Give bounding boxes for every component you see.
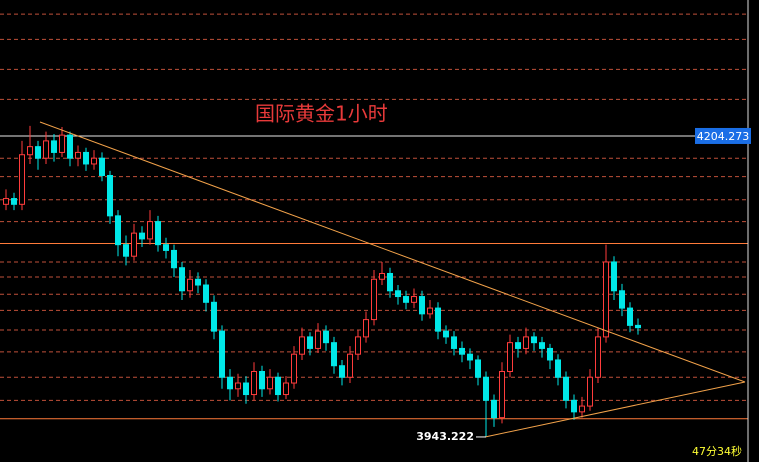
candle-body — [459, 347, 465, 355]
candle-body — [411, 296, 417, 303]
candle-body — [11, 198, 17, 205]
candle-body — [123, 244, 129, 257]
candle-body — [115, 215, 121, 246]
current-price-label: 4204.273 — [697, 130, 750, 143]
candle-body — [75, 151, 81, 159]
candle-body — [59, 134, 65, 153]
candle-body — [363, 319, 369, 338]
candle-body — [107, 174, 113, 217]
labels: 4204.273 3943.222 — [416, 127, 751, 443]
candle-body — [171, 249, 177, 269]
candle-body — [267, 376, 273, 390]
candle-body — [451, 336, 457, 349]
candle-body — [163, 244, 169, 251]
candle-body — [483, 376, 489, 401]
candle-body — [259, 370, 265, 390]
candle-body — [515, 342, 521, 349]
candle-body — [315, 330, 321, 349]
candle-body — [563, 376, 569, 401]
low-label: 3943.222 — [416, 430, 474, 443]
candle-body — [355, 336, 361, 355]
chart-title: 国际黄金1小时 — [255, 102, 388, 126]
candle-body — [587, 376, 593, 407]
candle-body — [131, 232, 137, 257]
candle-body — [531, 336, 537, 344]
candle-body — [3, 198, 9, 205]
candle-body — [371, 278, 377, 321]
candle-body — [51, 140, 57, 153]
candle-body — [307, 336, 313, 349]
candle-body — [179, 267, 185, 292]
candle-body — [467, 353, 473, 361]
candle-body — [539, 342, 545, 349]
candle-body — [435, 307, 441, 332]
candle-body — [299, 336, 305, 355]
candle-body — [83, 151, 89, 165]
candle-body — [443, 330, 449, 338]
candle-body — [347, 353, 353, 378]
candle-body — [227, 376, 233, 390]
candle-body — [19, 154, 25, 205]
candle-body — [67, 134, 73, 159]
candle-body — [187, 278, 193, 292]
candle-body — [99, 157, 105, 176]
candle-body — [235, 382, 241, 390]
trendline-down — [39, 121, 746, 383]
candle-body — [195, 278, 201, 286]
candle-body — [547, 347, 553, 361]
candle-body — [619, 290, 625, 309]
candle-body — [571, 399, 577, 413]
candle-body — [499, 370, 505, 419]
candle-body — [395, 290, 401, 298]
candle-body — [387, 272, 393, 292]
candle-body — [27, 146, 33, 156]
current-price-box — [695, 127, 751, 144]
candle-body — [43, 140, 49, 159]
candle-body — [627, 307, 633, 326]
candle-body — [611, 261, 617, 292]
candle-body — [491, 399, 497, 419]
candle-body — [379, 272, 385, 280]
candle-body — [579, 405, 585, 413]
candle-body — [323, 330, 329, 344]
candle-body — [507, 342, 513, 372]
candle-body — [331, 342, 337, 367]
candle-body — [91, 157, 97, 165]
trendline-up — [484, 381, 746, 438]
candle-body — [635, 324, 641, 329]
candle-body — [35, 146, 41, 159]
candle-body — [203, 284, 209, 303]
candle-body — [603, 261, 609, 338]
bar-timer: 47分34秒 — [692, 444, 742, 458]
candle-body — [251, 370, 257, 396]
candle-body — [283, 382, 289, 396]
candle-body — [555, 359, 561, 378]
candle-body — [155, 221, 161, 246]
candle-body — [243, 382, 249, 396]
candle-body — [419, 296, 425, 315]
candle-body — [523, 336, 529, 349]
candles — [3, 125, 641, 437]
candle-body — [291, 353, 297, 384]
candle-body — [595, 336, 601, 378]
candle-body — [147, 221, 153, 240]
candle-body — [403, 296, 409, 303]
candle-body — [275, 376, 281, 396]
candle-body — [427, 307, 433, 315]
candle-body — [339, 365, 345, 378]
candle-body — [219, 330, 225, 378]
candle-body — [139, 232, 145, 240]
candle-body — [211, 301, 217, 332]
candle-body — [475, 359, 481, 378]
